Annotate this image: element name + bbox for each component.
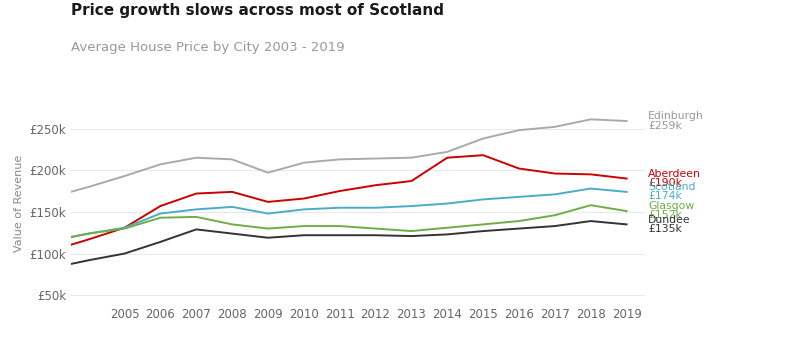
Text: Average House Price by City 2003 - 2019: Average House Price by City 2003 - 2019 — [71, 41, 344, 55]
Text: £190k: £190k — [648, 178, 682, 188]
Text: Edinburgh: Edinburgh — [648, 111, 703, 121]
Text: £259k: £259k — [648, 121, 682, 131]
Text: £152k: £152k — [648, 210, 682, 220]
Text: Glasgow: Glasgow — [648, 201, 694, 211]
Text: Price growth slows across most of Scotland: Price growth slows across most of Scotla… — [71, 3, 444, 18]
Text: £135k: £135k — [648, 224, 682, 234]
Text: Scotland: Scotland — [648, 182, 696, 192]
Text: Aberdeen: Aberdeen — [648, 169, 701, 179]
Y-axis label: Value of Revenue: Value of Revenue — [13, 155, 24, 252]
Text: £174k: £174k — [648, 191, 682, 201]
Text: Dundee: Dundee — [648, 215, 691, 225]
